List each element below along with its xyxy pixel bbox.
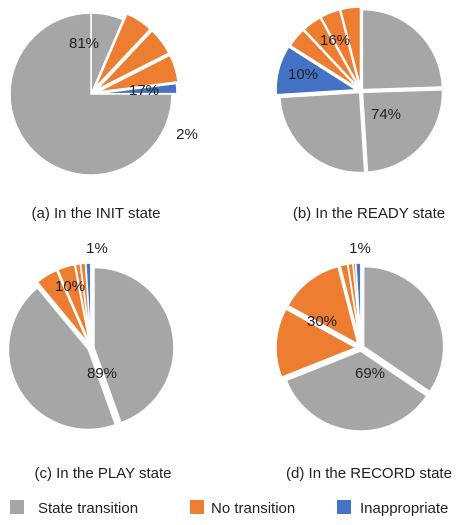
play-caption: (c) In the PLAY state <box>34 465 171 482</box>
init-label-inappropriate: 2% <box>176 126 198 143</box>
ready-slice-7 <box>339 6 362 88</box>
chart-ready: 16% 10% 74% (b) In the READY state <box>275 6 445 222</box>
record-slice-2 <box>275 308 357 378</box>
legend-swatch-inappropriate <box>337 500 351 514</box>
init-slice-1 <box>94 13 152 89</box>
play-label-state-transition: 89% <box>87 365 117 382</box>
ready-label-state-transition: 74% <box>371 106 401 123</box>
ready-slice-3 <box>275 46 357 96</box>
init-caption: (a) In the INIT state <box>32 205 161 222</box>
ready-caption: (b) In the READY state <box>293 205 445 222</box>
init-slice-5 <box>9 12 173 176</box>
ready-slice-4 <box>289 29 359 90</box>
chart-record: 1% 30% 69% (d) In the RECORD state <box>275 240 452 482</box>
legend-swatch-state-transition <box>10 500 24 514</box>
record-slice-1 <box>285 350 428 432</box>
ready-label-no-transition: 16% <box>320 32 350 49</box>
legend-label-state-transition: State transition <box>38 500 138 517</box>
ready-slice-1 <box>361 89 444 173</box>
play-label-inappropriate: 1% <box>86 240 108 257</box>
chart-play: 1% 10% 89% (c) In the PLAY state <box>7 240 175 482</box>
init-label-state-transition: 81% <box>69 35 99 52</box>
record-slice-3 <box>287 265 359 345</box>
ready-slice-5 <box>303 16 360 89</box>
ready-slice-0 <box>361 8 444 91</box>
record-slices <box>275 262 445 432</box>
play-slice-0 <box>93 266 175 424</box>
init-slices <box>9 12 179 176</box>
play-slice-1 <box>7 287 117 431</box>
legend: State transition No transition Inappropr… <box>10 500 448 517</box>
chart-init: 81% 17% 2% (a) In the INIT state <box>9 12 198 222</box>
ready-slices <box>275 6 444 174</box>
record-label-inappropriate: 1% <box>349 240 371 257</box>
play-slices <box>7 262 175 431</box>
ready-label-inappropriate: 10% <box>288 66 318 83</box>
play-slice-2 <box>36 269 90 345</box>
ready-slice-6 <box>320 9 361 89</box>
ready-slice-2 <box>279 91 366 174</box>
init-label-no-transition: 17% <box>129 82 159 99</box>
record-label-no-transition: 30% <box>307 313 337 330</box>
legend-label-no-transition: No transition <box>211 500 295 517</box>
record-label-state-transition: 69% <box>355 365 385 382</box>
legend-swatch-no-transition <box>190 500 204 514</box>
record-slice-7 <box>355 262 362 344</box>
record-slice-0 <box>362 265 445 393</box>
init-slice-4 <box>95 82 178 95</box>
init-slice-3 <box>96 54 179 93</box>
init-slice-2 <box>95 30 170 91</box>
play-slice-6 <box>85 262 92 344</box>
record-caption: (d) In the RECORD state <box>286 465 452 482</box>
legend-label-inappropriate: Inappropriate <box>360 500 448 517</box>
play-label-no-transition: 10% <box>55 278 85 295</box>
